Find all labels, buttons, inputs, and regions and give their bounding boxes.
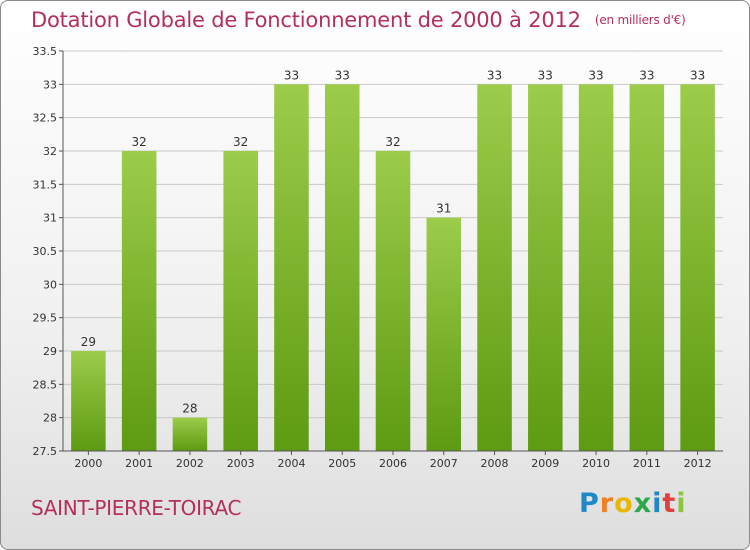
x-tick-label: 2009: [531, 457, 559, 470]
x-tick-label: 2005: [328, 457, 356, 470]
logo-letter: x: [633, 488, 653, 519]
chart-unit: (en milliers d'€): [594, 13, 686, 27]
chart-title: Dotation Globale de Fonctionnement de 20…: [31, 8, 686, 32]
city-name: SAINT-PIERRE-TOIRAC: [31, 496, 242, 520]
logo-letter: r: [599, 488, 615, 519]
bar-value-label: 33: [588, 68, 603, 82]
x-tick-label: 2000: [74, 457, 102, 470]
x-tick-label: 2001: [125, 457, 153, 470]
bar-2008: [477, 84, 512, 451]
x-tick-label: 2008: [481, 457, 509, 470]
bar-value-label: 33: [487, 68, 502, 82]
x-tick-label: 2002: [176, 457, 204, 470]
x-tick-label: 2011: [633, 457, 661, 470]
y-tick-label: 33: [43, 78, 57, 91]
bars: 29 32 28 32 33 33 32 31 33 33 33 33 33: [71, 68, 715, 451]
x-tick-label: 2010: [582, 457, 610, 470]
logo-letter: i: [676, 488, 687, 519]
bar-2002: [172, 417, 208, 451]
y-tick-label: 32: [43, 145, 57, 158]
bar-value-label: 32: [233, 135, 248, 149]
bar-2005: [324, 84, 360, 451]
bar-2007: [426, 217, 462, 451]
logo-letter: o: [614, 488, 634, 519]
y-tick-label: 31: [43, 212, 57, 225]
chart-title-text: Dotation Globale de Fonctionnement de 20…: [31, 8, 581, 32]
bar-value-label: 33: [284, 68, 299, 82]
bar-value-label: 33: [639, 68, 654, 82]
y-tick-label: 30: [43, 278, 57, 291]
x-tick-label: 2012: [684, 457, 712, 470]
bar-value-label: 33: [335, 68, 350, 82]
bar-2010: [578, 84, 614, 451]
x-tick-label: 2006: [379, 457, 407, 470]
y-tick-label: 29: [43, 345, 57, 358]
x-tick-label: 2004: [277, 457, 305, 470]
proxiti-logo: Proxiti: [579, 488, 687, 519]
bar-value-label: 28: [182, 402, 197, 416]
bar-2009: [528, 84, 563, 451]
bar-2006: [375, 151, 411, 451]
bar-2012: [680, 84, 715, 451]
logo-letter: P: [579, 488, 600, 519]
y-tick-label: 31.5: [33, 178, 58, 191]
bar-value-label: 33: [538, 68, 553, 82]
bar-2004: [274, 84, 309, 451]
y-tick-label: 29.5: [33, 312, 58, 325]
bar-2011: [629, 84, 665, 451]
y-tick-label: 28: [43, 412, 57, 425]
bar-value-label: 33: [690, 68, 705, 82]
logo-letter: i: [652, 488, 663, 519]
bar-value-label: 32: [132, 135, 147, 149]
x-axis: 2000 2001 2002 2003 2004 2005 2006 2007 2008 2009…: [63, 450, 723, 470]
y-tick-label: 30.5: [33, 245, 58, 258]
y-tick-label: 33.5: [33, 45, 58, 58]
bar-value-label: 32: [385, 135, 400, 149]
y-tick-label: 27.5: [33, 445, 58, 458]
bar-value-label: 31: [436, 202, 451, 216]
y-tick-label: 28.5: [33, 378, 58, 391]
bar-value-label: 29: [81, 335, 96, 349]
y-tick-label: 32.5: [33, 112, 58, 125]
x-tick-label: 2007: [430, 457, 458, 470]
bar-2003: [223, 151, 258, 451]
x-tick-label: 2003: [227, 457, 255, 470]
bar-2000: [71, 351, 106, 451]
y-axis: 27.5 28 28.5 29 29.5 30 30.5 31 31.5 32 32.5 33 33.5: [33, 45, 64, 458]
logo-letter: t: [662, 488, 677, 519]
bar-2001: [121, 151, 157, 451]
